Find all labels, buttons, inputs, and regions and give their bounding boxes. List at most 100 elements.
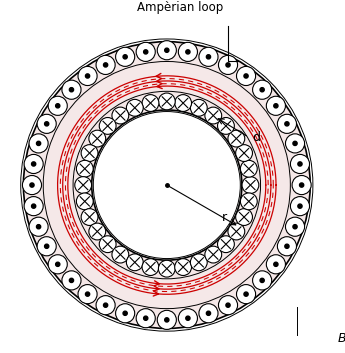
Circle shape <box>96 295 115 315</box>
Circle shape <box>199 47 218 66</box>
Circle shape <box>293 141 297 145</box>
Circle shape <box>112 107 129 124</box>
Circle shape <box>277 237 296 256</box>
Circle shape <box>45 122 49 126</box>
Circle shape <box>253 80 272 99</box>
Circle shape <box>62 271 81 290</box>
Circle shape <box>136 42 155 61</box>
Circle shape <box>142 259 159 275</box>
Circle shape <box>112 246 129 263</box>
Circle shape <box>24 197 43 216</box>
Circle shape <box>240 193 257 210</box>
Circle shape <box>274 262 278 267</box>
Circle shape <box>144 316 148 320</box>
Circle shape <box>158 93 175 110</box>
Circle shape <box>186 316 190 320</box>
Text: r: r <box>221 211 227 224</box>
Circle shape <box>56 104 60 108</box>
Circle shape <box>23 42 310 328</box>
Circle shape <box>69 88 73 92</box>
Circle shape <box>136 309 155 328</box>
Circle shape <box>266 96 285 115</box>
Circle shape <box>104 63 108 67</box>
Circle shape <box>81 209 98 226</box>
Circle shape <box>142 95 159 112</box>
Circle shape <box>218 295 238 315</box>
Circle shape <box>123 311 127 315</box>
Circle shape <box>186 50 190 54</box>
Circle shape <box>285 217 305 236</box>
Circle shape <box>157 310 176 329</box>
Circle shape <box>123 55 127 59</box>
Circle shape <box>293 225 297 229</box>
Circle shape <box>86 74 90 78</box>
Circle shape <box>228 130 245 147</box>
Circle shape <box>158 260 175 277</box>
Circle shape <box>285 244 289 249</box>
Circle shape <box>240 160 257 177</box>
Text: B: B <box>338 332 345 345</box>
Circle shape <box>253 271 272 290</box>
Circle shape <box>266 255 285 274</box>
Circle shape <box>165 318 169 322</box>
Circle shape <box>205 246 222 263</box>
Circle shape <box>78 66 97 85</box>
Circle shape <box>99 118 116 134</box>
Circle shape <box>81 145 98 161</box>
Circle shape <box>199 304 218 323</box>
Circle shape <box>260 88 264 92</box>
Circle shape <box>298 204 302 208</box>
Circle shape <box>205 107 222 124</box>
Circle shape <box>37 114 56 133</box>
Circle shape <box>24 154 43 174</box>
Circle shape <box>292 175 311 195</box>
Circle shape <box>96 55 115 74</box>
Circle shape <box>244 292 248 296</box>
Circle shape <box>274 104 278 108</box>
Circle shape <box>29 217 48 236</box>
Circle shape <box>206 55 210 59</box>
Circle shape <box>236 209 253 226</box>
Circle shape <box>299 183 304 187</box>
Circle shape <box>190 254 207 271</box>
Circle shape <box>298 162 302 166</box>
Circle shape <box>190 100 207 116</box>
Circle shape <box>89 130 106 147</box>
Circle shape <box>226 63 230 67</box>
Circle shape <box>76 193 93 210</box>
Circle shape <box>92 110 242 260</box>
Circle shape <box>37 141 41 145</box>
Circle shape <box>237 66 256 85</box>
Circle shape <box>31 204 36 208</box>
Circle shape <box>89 223 106 240</box>
Circle shape <box>206 311 210 315</box>
Circle shape <box>178 42 197 61</box>
Circle shape <box>226 303 230 307</box>
Circle shape <box>69 278 73 282</box>
Text: d: d <box>252 131 260 144</box>
Circle shape <box>218 55 238 74</box>
Circle shape <box>22 175 41 195</box>
Circle shape <box>31 162 36 166</box>
Circle shape <box>78 285 97 304</box>
Circle shape <box>29 134 48 153</box>
Circle shape <box>45 244 49 249</box>
Circle shape <box>236 145 253 161</box>
Circle shape <box>178 309 197 328</box>
Circle shape <box>285 134 305 153</box>
Circle shape <box>237 285 256 304</box>
Circle shape <box>126 100 143 116</box>
Circle shape <box>175 259 191 275</box>
Circle shape <box>277 114 296 133</box>
Circle shape <box>76 160 93 177</box>
Circle shape <box>56 262 60 267</box>
Circle shape <box>75 176 91 193</box>
Circle shape <box>48 255 67 274</box>
Circle shape <box>86 292 90 296</box>
Circle shape <box>244 74 248 78</box>
Circle shape <box>228 223 245 240</box>
Circle shape <box>290 197 309 216</box>
Circle shape <box>48 96 67 115</box>
Text: Ampèrian loop: Ampèrian loop <box>137 1 224 14</box>
Circle shape <box>126 254 143 271</box>
